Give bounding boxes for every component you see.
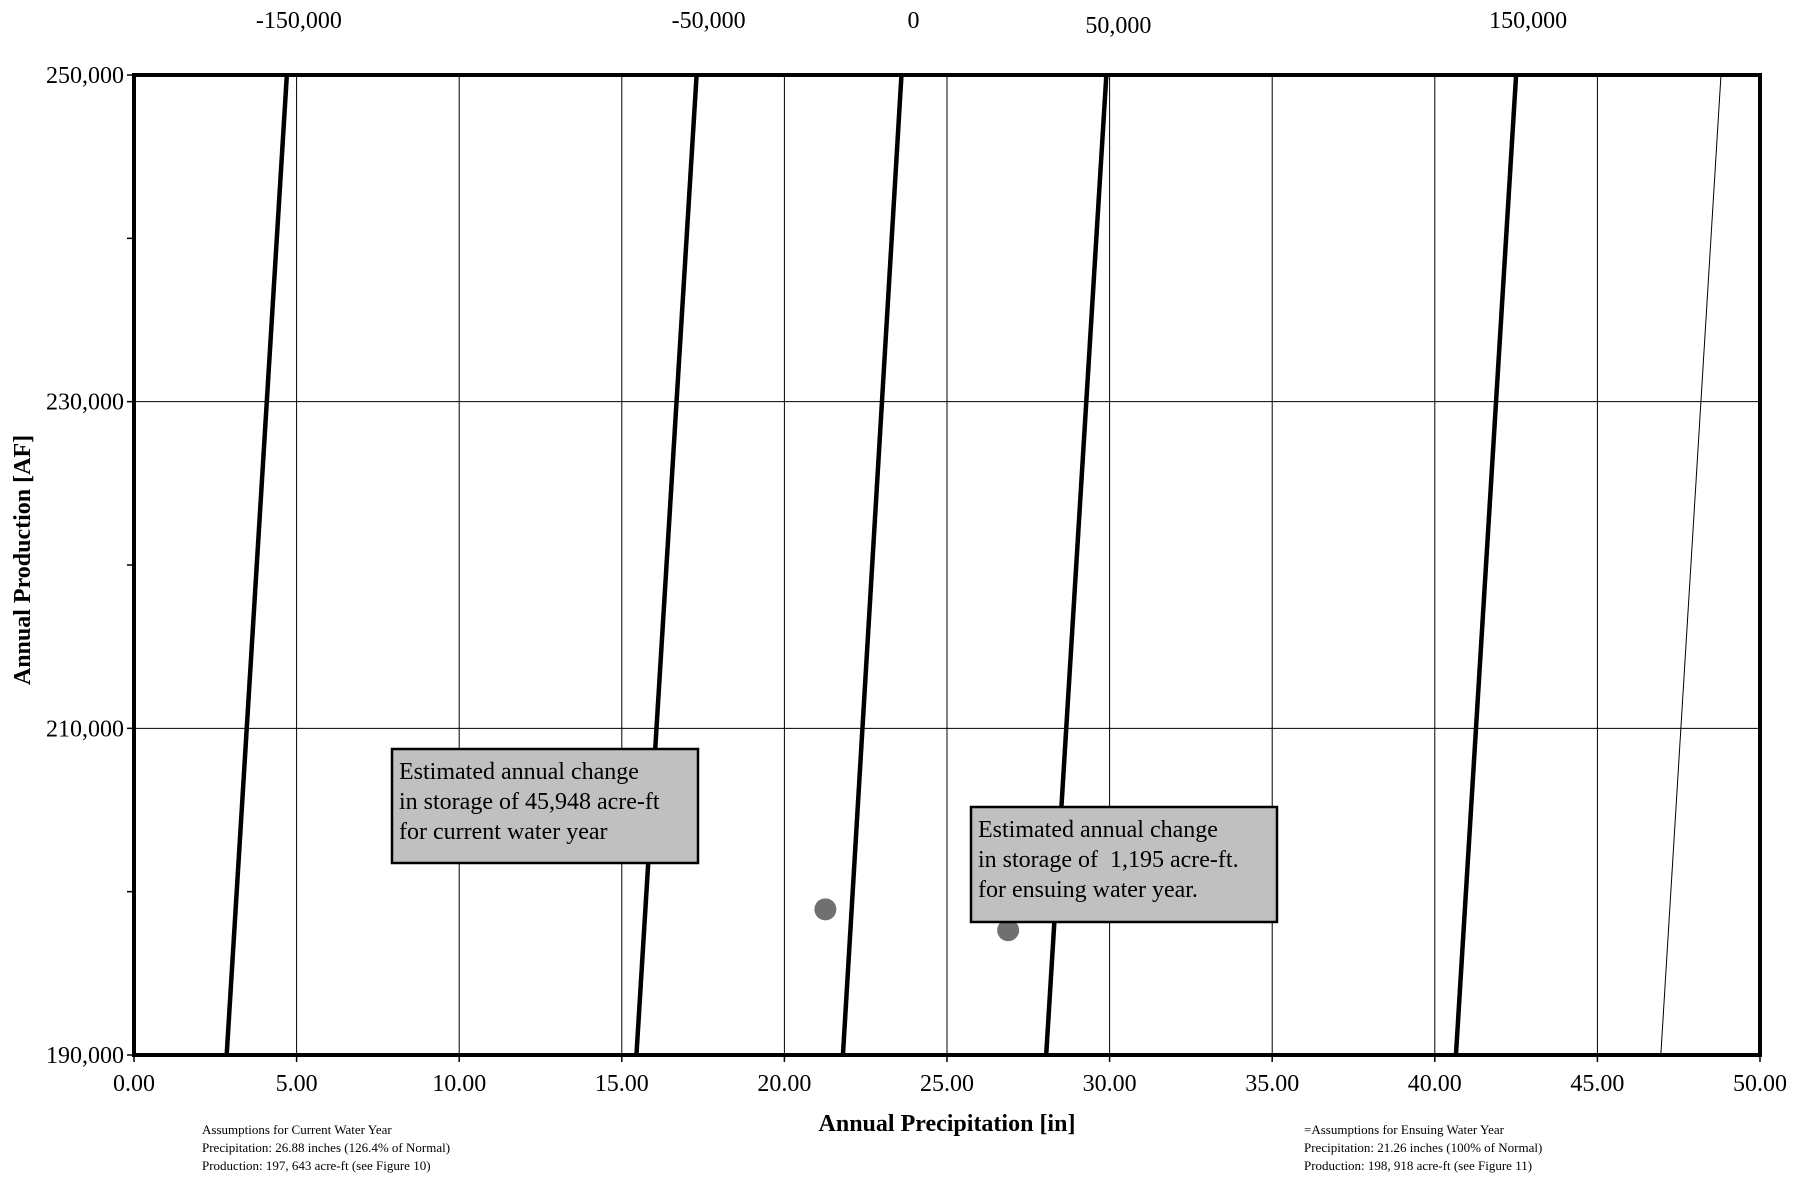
storage-change-line [224, 74, 290, 1056]
footnote-current-precipitation: Precipitation: 26.88 inches (126.4% of N… [202, 1140, 451, 1155]
plot-frame [132, 73, 1762, 1057]
footnote-ensuing-production: Production: 198, 918 acre-ft (see Figure… [1304, 1158, 1533, 1173]
axis-ticks [127, 74, 1761, 1062]
x-tick-label: 0.00 [113, 1071, 155, 1097]
data-points [814, 898, 1020, 942]
storage-change-line [634, 74, 699, 1056]
y-tick-labels: 190,000 210,000 230,000 250,000 [46, 63, 124, 1069]
x-tick-label: 10.00 [432, 1071, 486, 1097]
annotation-text-line: for current water year [399, 819, 608, 845]
y-tick-label: 250,000 [46, 63, 124, 89]
x-tick-label: 50.00 [1733, 1071, 1787, 1097]
annotation-box: Estimated annual change in storage of 1,1… [969, 805, 1279, 924]
annotation-background [969, 805, 1279, 924]
x-tick-label: 45.00 [1570, 1071, 1624, 1097]
annotation-text-line: Estimated annual change [978, 817, 1218, 843]
footnote-current-production: Production: 197, 643 acre-ft (see Figure… [202, 1158, 431, 1173]
grid-lines [133, 74, 1761, 1056]
y-tick-label: 230,000 [46, 390, 124, 416]
annotation-text-line: in storage of 45,948 acre-ft [399, 789, 660, 815]
annotation-background [390, 747, 700, 865]
footnote-ensuing-precipitation: Precipitation: 21.26 inches (100% of Nor… [1304, 1140, 1543, 1155]
footnote-current-water-year: Assumptions for Current Water Year Preci… [202, 1121, 450, 1175]
x-tick-label: 40.00 [1408, 1071, 1462, 1097]
data-point-ensuing [814, 898, 837, 921]
annotation-text-line: Estimated annual change [399, 759, 639, 785]
storage-change-line [840, 74, 904, 1056]
x-tick-label: 30.00 [1083, 1071, 1137, 1097]
footnote-ensuing-water-year: =Assumptions for Ensuing Water Year Prec… [1304, 1121, 1542, 1175]
storage-change-lines [224, 74, 1722, 1056]
annotations: Estimated annual change in storage of 45,… [390, 747, 1279, 924]
storage-change-label: -150,000 [256, 8, 342, 34]
x-tick-label: 15.00 [595, 1071, 649, 1097]
storage-change-line [1660, 74, 1722, 1056]
storage-change-label: -50,000 [672, 8, 746, 34]
x-axis-label: Annual Precipitation [in] [819, 1111, 1076, 1137]
x-tick-label: 5.00 [276, 1071, 318, 1097]
annotation-text-line: in storage of 1,195 acre-ft. [978, 847, 1239, 873]
y-axis-label: Annual Production [AF] [10, 435, 36, 685]
data-point-current [997, 919, 1020, 942]
storage-change-label: 0 [907, 8, 919, 34]
y-tick-label: 210,000 [46, 716, 124, 742]
annotation-text-line: for ensuing water year. [978, 877, 1198, 903]
storage-change-label: 150,000 [1489, 8, 1567, 34]
y-tick-label: 190,000 [46, 1043, 124, 1069]
storage-change-line [1453, 74, 1519, 1056]
footnote-current-title: Assumptions for Current Water Year [202, 1122, 392, 1137]
storage-change-labels: -150,000 -50,000 0 50,000 150,000 [256, 8, 1567, 39]
x-tick-labels: 0.00 5.00 10.00 15.00 20.00 25.00 30.00 35.00 40… [113, 1071, 1787, 1097]
x-tick-label: 20.00 [757, 1071, 811, 1097]
storage-change-label: 50,000 [1085, 13, 1151, 39]
x-tick-label: 35.00 [1245, 1071, 1299, 1097]
x-tick-label: 25.00 [920, 1071, 974, 1097]
annotation-box: Estimated annual change in storage of 45,… [390, 747, 700, 865]
footnote-ensuing-title: =Assumptions for Ensuing Water Year [1304, 1122, 1504, 1137]
